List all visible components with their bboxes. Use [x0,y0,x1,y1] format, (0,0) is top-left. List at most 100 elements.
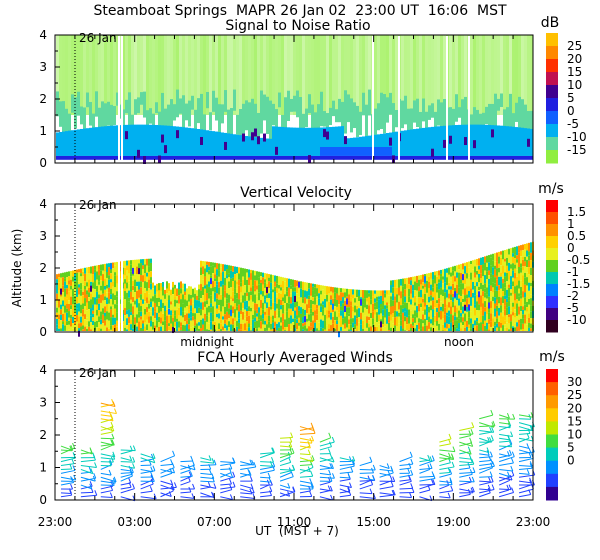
velocity-cell [112,304,114,308]
velocity-cell [336,324,338,331]
velocity-cell [482,257,484,265]
velocity-cell [76,269,78,273]
velocity-cell [184,325,186,331]
velocity-cell [418,318,420,323]
velocity-cell [366,304,368,310]
snr-cell [407,129,410,147]
velocity-cell [278,292,280,300]
velocity-cell [92,304,94,311]
wind-barb-flag [509,449,512,456]
snr-cell [146,155,149,160]
velocity-cell [132,314,134,320]
wind-barb-flag [490,409,494,416]
velocity-panel: Vertical Velocity m/s Altitude (km) 0123… [10,181,590,349]
velocity-cell [314,287,316,295]
velocity-cell [302,329,304,331]
velocity-cell [260,328,262,331]
velocity-cell [130,276,132,286]
velocity-cell [488,284,490,293]
snr-cell [434,35,437,115]
velocity-cell [160,299,162,308]
velocity-cell [150,295,152,299]
velocity-cell [248,269,250,278]
snr-cell [74,147,77,156]
snr-cell [269,100,272,147]
snr-cell [404,35,407,115]
wind-barb-flag [269,486,273,492]
wind-barb [459,467,471,470]
velocity-cell [116,261,118,271]
velocity-cell [84,314,86,320]
velocity-cell [470,260,472,265]
snr-colorbar-label: 20 [567,52,582,66]
wind-barb-flag [486,447,490,453]
velocity-cell [420,315,422,320]
velocity-cell [98,310,100,317]
velocity-cell [458,305,460,311]
velocity-cell [252,270,254,280]
velocity-cell [208,274,210,282]
velocity-cell [346,320,348,328]
velocity-cell [450,289,452,295]
velocity-cell [148,293,150,301]
wind-barb-flag [451,461,455,468]
snr-cell [281,147,284,156]
velocity-cell [448,293,450,299]
velocity-cell [508,329,510,331]
wind-barb [399,474,413,478]
velocity-cell [176,288,178,296]
velocity-cell [222,319,224,327]
velocity-cell [62,314,64,322]
velocity-cell [252,304,254,310]
velocity-cell [444,299,446,308]
wind-barb-flag [471,476,475,483]
velocity-cell [182,311,184,318]
wind-barb-flag [187,464,191,471]
wind-barb-flag [132,463,136,469]
wind-barb-flag [271,457,274,463]
snr-cell [434,147,437,156]
wind-barb [160,463,173,467]
wind-barb [499,433,513,438]
velocity-cell [226,311,228,320]
wind-barb [519,418,531,420]
velocity-cell [478,323,480,331]
snr-cell [257,147,260,156]
velocity-cell [230,305,232,313]
velocity-cell [66,325,68,331]
velocity-cell [312,290,314,298]
snr-cell [440,35,443,115]
wind-barb [60,482,74,486]
velocity-cell [244,292,246,302]
wind-barb [479,489,495,494]
snr-colorbar-label: -5 [567,117,579,131]
velocity-cell [520,298,522,307]
velocity-cell [422,274,424,283]
velocity-cell [128,316,130,324]
snr-cell [365,155,368,160]
velocity-cell [254,275,256,281]
velocity-cell [428,276,430,282]
velocity-cell [104,285,106,290]
velocity-cell [326,325,328,331]
velocity-cell [232,271,234,278]
wind-barb [60,494,72,498]
velocity-cell [178,282,180,290]
velocity-cell [82,325,84,330]
velocity-cell [346,288,348,297]
velocity-cell [524,249,526,257]
wind-barb-flag [90,468,94,474]
velocity-cell [472,319,474,324]
velocity-cell [440,306,442,311]
wind-barb [518,494,531,498]
velocity-cell [154,302,156,309]
velocity-cell [412,284,414,291]
velocity-cell [176,295,178,301]
snr-cell [518,155,521,160]
velocity-cell [356,305,358,310]
velocity-cell [530,275,532,283]
velocity-cell [352,318,354,323]
velocity-cell [274,275,276,282]
snr-cell [116,35,119,115]
